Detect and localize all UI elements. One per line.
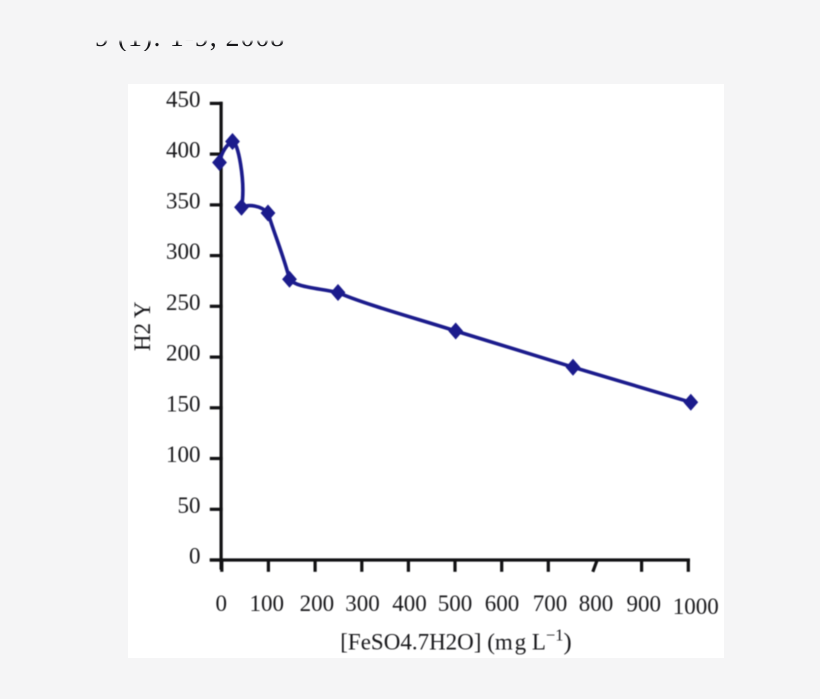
svg-text:400: 400: [166, 138, 201, 163]
svg-text:400: 400: [392, 591, 427, 616]
svg-text:H2 Y: H2 Y: [130, 301, 155, 351]
svg-text:600: 600: [485, 591, 520, 616]
svg-text:100: 100: [166, 442, 201, 467]
svg-text:0: 0: [189, 544, 201, 569]
svg-text:700: 700: [533, 591, 568, 616]
svg-text:450: 450: [166, 87, 201, 112]
svg-text:100: 100: [250, 591, 285, 616]
svg-text:900: 900: [626, 591, 661, 616]
svg-text:500: 500: [438, 591, 473, 616]
svg-text:50: 50: [178, 493, 201, 518]
svg-text:150: 150: [166, 391, 201, 416]
svg-text:250: 250: [166, 290, 201, 315]
svg-text:300: 300: [166, 239, 201, 264]
svg-text:300: 300: [345, 591, 380, 616]
svg-text:350: 350: [166, 189, 201, 214]
svg-text:200: 200: [166, 341, 201, 366]
svg-text:1000: 1000: [673, 594, 719, 619]
svg-text:0: 0: [216, 591, 228, 616]
svg-text:[FeSO4.7H2O] (m g L−1): [FeSO4.7H2O] (m g L−1): [340, 626, 571, 656]
svg-text:200: 200: [300, 591, 335, 616]
svg-text:800: 800: [579, 591, 614, 616]
